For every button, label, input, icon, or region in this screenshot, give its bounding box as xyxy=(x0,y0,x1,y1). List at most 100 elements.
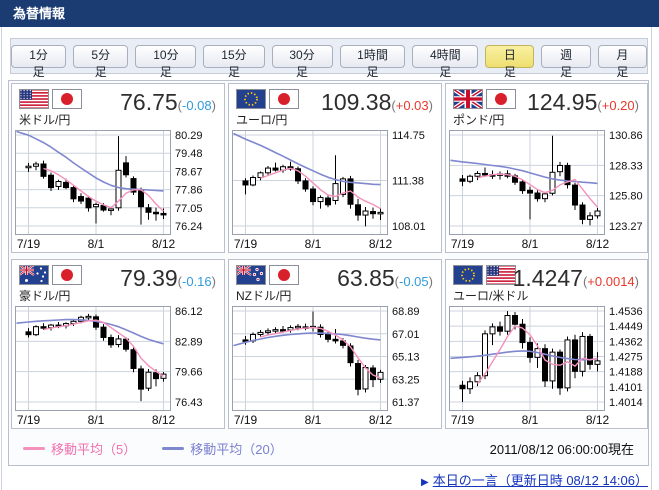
y-axis-tick-label: 1.4449 xyxy=(609,321,643,333)
timeframe-button-5[interactable]: 1時間足 xyxy=(339,44,406,79)
candlestick-chart-aud-jpy: 86.12 82.89 79.66 76.43 7/19 8/1 8/12 xyxy=(15,306,203,427)
pair-label: ポンド/円 xyxy=(453,113,505,127)
chart-panel-usd-jpy: 米ドル/円 76.75(-0.08) 80.29 79.48 78.67 77.86 77.… xyxy=(11,83,225,253)
change-close-paren: ) xyxy=(211,98,216,113)
left-page-border xyxy=(1,27,2,490)
nz-flag-icon xyxy=(236,265,266,285)
y-axis-tick-label: 128.33 xyxy=(609,160,643,172)
change-close-paren: ) xyxy=(634,98,639,113)
price-block: 76.75(-0.08) xyxy=(120,89,216,116)
y-axis-tick-label: 1.4188 xyxy=(609,367,643,379)
y-axis-tick-label: 79.66 xyxy=(175,367,203,379)
timeframe-button-1[interactable]: 5分足 xyxy=(73,44,129,79)
y-axis-tick-label: 86.12 xyxy=(175,306,203,318)
pair-label: 豪ドル/円 xyxy=(19,289,71,303)
y-axis-tick-label: 65.13 xyxy=(392,352,420,364)
x-axis-tick-label: 7/19 xyxy=(17,413,41,427)
x-axis-tick-label: 7/19 xyxy=(234,237,258,251)
ma20-legend-label: 移動平均（20） xyxy=(190,441,283,457)
timeframe-button-2[interactable]: 10分足 xyxy=(135,44,197,79)
timeframe-button-8[interactable]: 週足 xyxy=(541,44,591,79)
flag-pair xyxy=(236,89,299,109)
timeframe-button-6[interactable]: 4時間足 xyxy=(412,44,479,79)
timeframe-button-9[interactable]: 月足 xyxy=(597,44,647,79)
x-axis-tick-label: 8/1 xyxy=(88,237,105,251)
y-axis-tick-label: 1.4536 xyxy=(609,306,643,318)
price-change: +0.20 xyxy=(601,98,635,113)
candlestick-chart-eur-usd: 1.4536 1.4449 1.4362 1.4275 1.4188 1.4101 1.40… xyxy=(449,306,643,427)
pair-label: ユーロ/米ドル xyxy=(453,289,529,303)
y-axis-tick-label: 111.38 xyxy=(392,176,424,188)
pair-label: 米ドル/円 xyxy=(19,113,71,127)
pair-label: ユーロ/円 xyxy=(236,113,288,127)
price-change: -0.16 xyxy=(182,274,212,289)
change-close-paren: ) xyxy=(428,98,433,113)
y-axis-tick-label: 1.4362 xyxy=(609,336,643,348)
price-change: +0.03 xyxy=(395,98,429,113)
daily-comment-link[interactable]: 本日の一言（更新日時 08/12 14:06） xyxy=(432,473,648,488)
timeframe-button-3[interactable]: 15分足 xyxy=(203,44,265,79)
x-axis-tick-label: 7/19 xyxy=(234,413,258,427)
chart-panel-aud-jpy: 豪ドル/円 79.39(-0.16) 86.12 82.89 79.66 76.43 7/1… xyxy=(11,259,225,429)
y-axis-tick-label: 76.24 xyxy=(175,221,203,233)
change-close-paren: ) xyxy=(428,274,433,289)
y-axis-tick-label: 68.89 xyxy=(392,306,420,318)
price-value: 63.85 xyxy=(337,265,395,291)
flag-pair xyxy=(453,265,516,285)
legend-row: 移動平均（5） 移動平均（20） 2011/08/12 06:00:00現在 xyxy=(9,433,648,463)
change-open-paren: ( xyxy=(597,98,602,113)
x-axis-tick-label: 8/12 xyxy=(152,413,176,427)
x-axis-tick-label: 8/1 xyxy=(88,413,105,427)
chart-area: 80.29 79.48 78.67 77.86 77.05 76.24 7/19 8/1 8/1… xyxy=(15,130,223,257)
timeframe-button-4[interactable]: 30分足 xyxy=(271,44,333,79)
chart-area: 86.12 82.89 79.66 76.43 7/19 8/1 8/12 xyxy=(15,306,223,433)
page-title: 為替情報 xyxy=(0,0,659,27)
timeframe-button-0[interactable]: 1分足 xyxy=(11,44,67,79)
x-axis-tick-label: 7/19 xyxy=(17,237,41,251)
y-axis-tick-label: 76.43 xyxy=(175,397,203,409)
y-axis-tick-label: 67.01 xyxy=(392,329,420,341)
change-open-paren: ( xyxy=(391,98,396,113)
change-open-paren: ( xyxy=(177,98,183,113)
timeframe-toolbar: 1分足 5分足 10分足 15分足 30分足 1時間足 4時間足 日足 週足 月足 xyxy=(10,38,648,79)
au-flag-icon xyxy=(19,265,49,285)
flag-pair xyxy=(19,89,82,109)
x-axis-tick-label: 8/12 xyxy=(369,413,393,427)
price-block: 79.39(-0.16) xyxy=(120,265,216,292)
price-block: 109.38(+0.03) xyxy=(321,89,433,116)
link-arrow-icon: ▶ xyxy=(421,477,429,488)
us-flag-icon xyxy=(19,89,49,109)
flag-pair xyxy=(236,265,299,285)
x-axis-tick-label: 7/19 xyxy=(451,237,475,251)
pair-label: NZドル/円 xyxy=(236,289,292,303)
change-close-paren: ) xyxy=(634,274,639,289)
price-block: 1.4247(+0.0014) xyxy=(513,265,639,292)
change-open-paren: ( xyxy=(177,274,183,289)
change-open-paren: ( xyxy=(582,274,588,289)
eu-flag-icon xyxy=(236,89,266,109)
flag-pair xyxy=(19,265,82,285)
chart-panel-gbp-jpy: ポンド/円 124.95(+0.20) 130.86 128.33 125.80 123.… xyxy=(445,83,648,253)
timeframe-button-7[interactable]: 日足 xyxy=(485,44,535,79)
y-axis-tick-label: 1.4275 xyxy=(609,352,643,364)
chart-panel-eur-jpy: ユーロ/円 109.38(+0.03) 114.75 111.38 108.01 7/19… xyxy=(228,83,442,253)
ma20-legend-swatch xyxy=(162,446,185,450)
y-axis-tick-label: 63.25 xyxy=(392,374,420,386)
y-axis-tick-label: 82.89 xyxy=(175,336,203,348)
x-axis-tick-label: 8/12 xyxy=(369,237,393,251)
price-change: -0.05 xyxy=(399,274,429,289)
charts-container: 移動平均（5） 移動平均（20） 2011/08/12 06:00:00現在 米… xyxy=(8,80,649,466)
jp-flag-icon xyxy=(52,89,82,109)
chart-area: 1.4536 1.4449 1.4362 1.4275 1.4188 1.4101 1.40… xyxy=(449,306,657,433)
chart-area: 114.75 111.38 108.01 7/19 8/1 8/12 xyxy=(232,130,440,257)
jp-flag-icon xyxy=(269,265,299,285)
y-axis-tick-label: 1.4014 xyxy=(609,397,643,409)
x-axis-tick-label: 8/1 xyxy=(305,237,322,251)
y-axis-tick-label: 1.4101 xyxy=(609,382,643,394)
price-block: 124.95(+0.20) xyxy=(527,89,639,116)
jp-flag-icon xyxy=(52,265,82,285)
chart-area: 130.86 128.33 125.80 123.27 7/19 8/1 8/12 xyxy=(449,130,657,257)
x-axis-tick-label: 8/12 xyxy=(152,237,176,251)
chart-area: 68.89 67.01 65.13 63.25 61.37 7/19 8/1 8/12 xyxy=(232,306,440,433)
us-flag-icon xyxy=(486,265,516,285)
